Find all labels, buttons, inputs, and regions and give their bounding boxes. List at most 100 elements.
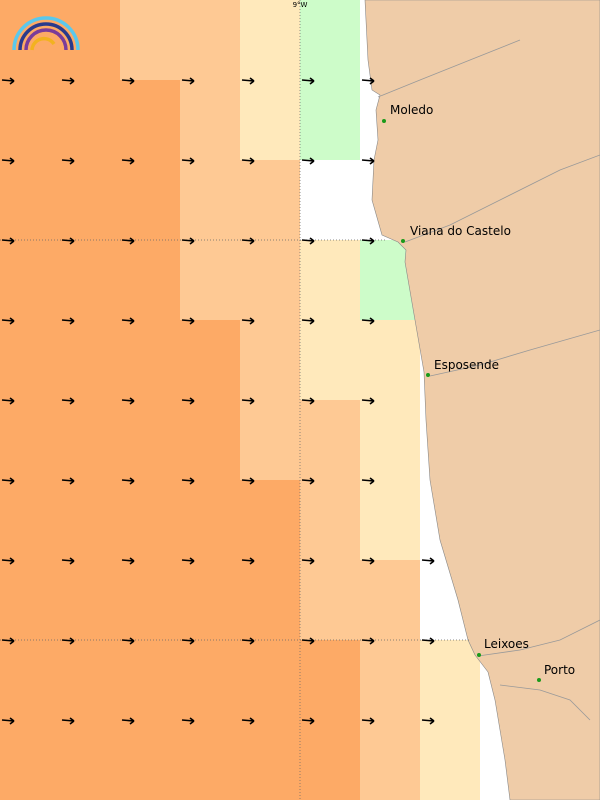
wave-cell (180, 320, 240, 400)
wave-cell (60, 320, 120, 400)
wave-cell (120, 320, 180, 400)
wave-cell (240, 720, 300, 800)
wind-arrow (61, 557, 75, 565)
wind-arrow (361, 77, 375, 85)
wave-cell (60, 480, 120, 560)
wind-arrow (1, 397, 15, 405)
wind-arrow (301, 477, 315, 485)
place-dots (382, 119, 541, 682)
wave-cell (360, 400, 420, 480)
wave-cell (0, 560, 60, 640)
wave-cell (180, 160, 240, 240)
wind-arrow (1, 717, 15, 725)
wave-cell (300, 80, 360, 160)
wave-cell (120, 480, 180, 560)
wind-arrow (361, 717, 375, 725)
wind-arrow (241, 157, 255, 165)
wave-cell (300, 560, 360, 640)
wind-arrow (61, 637, 75, 645)
wind-arrow (121, 557, 135, 565)
wind-arrow (181, 477, 195, 485)
wind-arrow (61, 157, 75, 165)
wind-arrow (361, 477, 375, 485)
wave-cell (240, 80, 300, 160)
wind-arrow (61, 717, 75, 725)
wave-cell (60, 240, 120, 320)
wind-arrow (241, 77, 255, 85)
wind-arrow (421, 637, 435, 645)
wind-arrow (121, 717, 135, 725)
wave-cell (0, 160, 60, 240)
wave-cell (240, 480, 300, 560)
wind-arrow (361, 317, 375, 325)
wave-cell (240, 400, 300, 480)
wind-arrow (421, 557, 435, 565)
wave-cell (0, 720, 60, 800)
wave-cell (360, 640, 420, 720)
wave-cell (60, 400, 120, 480)
wind-arrow (121, 477, 135, 485)
wave-cell (60, 80, 120, 160)
wind-arrow (241, 397, 255, 405)
wave-cell (420, 720, 480, 800)
wind-arrow (241, 717, 255, 725)
wave-cell (60, 640, 120, 720)
wave-cell (120, 160, 180, 240)
wind-arrow (301, 557, 315, 565)
wave-cell (360, 480, 420, 560)
wave-cell (180, 0, 240, 80)
place-label: Porto (544, 663, 575, 677)
wave-cell (60, 720, 120, 800)
wave-cell (180, 240, 240, 320)
wind-arrow (361, 237, 375, 245)
wind-arrow (61, 317, 75, 325)
wave-cell (240, 160, 300, 240)
wind-arrow (301, 397, 315, 405)
wind-arrow (61, 77, 75, 85)
wave-cell (0, 480, 60, 560)
wind-arrow (61, 477, 75, 485)
wind-arrow (181, 397, 195, 405)
wave-cell (360, 320, 420, 400)
wind-arrow (181, 237, 195, 245)
wind-arrows (1, 77, 435, 725)
wind-arrow (121, 397, 135, 405)
wind-arrow (241, 637, 255, 645)
wind-arrow (181, 717, 195, 725)
wind-arrow (181, 557, 195, 565)
wave-cell (120, 0, 180, 80)
wave-cell (0, 240, 60, 320)
wind-arrow (1, 317, 15, 325)
wave-cell (240, 640, 300, 720)
wind-arrow (361, 157, 375, 165)
wind-arrow (361, 397, 375, 405)
wave-cell (240, 320, 300, 400)
wind-arrow (1, 637, 15, 645)
wind-arrow (181, 637, 195, 645)
place-label: Moledo (390, 103, 433, 117)
wind-arrow (361, 637, 375, 645)
wave-cell (300, 720, 360, 800)
wind-arrow (181, 77, 195, 85)
wind-arrow (241, 237, 255, 245)
wave-cell (240, 560, 300, 640)
wind-arrow (1, 77, 15, 85)
wave-cell (0, 320, 60, 400)
wave-cell (240, 240, 300, 320)
wave-cell (300, 0, 360, 80)
wind-arrow (361, 557, 375, 565)
wave-cell (300, 400, 360, 480)
wind-arrow (301, 637, 315, 645)
wave-cell (60, 160, 120, 240)
rivers (377, 39, 600, 721)
wind-arrow (241, 477, 255, 485)
wave-cell (180, 80, 240, 160)
wave-cell (420, 640, 480, 720)
wind-arrow (121, 317, 135, 325)
wave-cell (300, 160, 360, 240)
wave-cell (360, 560, 420, 640)
wind-arrow (301, 157, 315, 165)
wind-arrow (301, 77, 315, 85)
wind-arrow (1, 237, 15, 245)
